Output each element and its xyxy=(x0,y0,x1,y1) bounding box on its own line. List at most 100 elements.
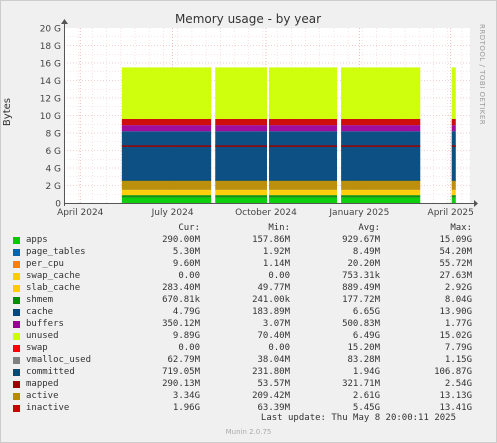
area-buffers xyxy=(121,125,212,132)
legend-row: buffers 350.12M 3.07M 500.83M 1.77G xyxy=(0,318,497,330)
legend-row: committed 719.05M 231.80M 1.94G 106.87G xyxy=(0,366,497,378)
legend-avg: 6.65G xyxy=(352,307,380,317)
legend-row: swap_cache 0.00 0.00 753.31k 27.63M xyxy=(0,270,497,282)
y-tick-label: 6 G xyxy=(45,147,61,157)
legend-series-name: slab_cache xyxy=(26,283,81,293)
area-apps xyxy=(341,197,421,203)
y-tick-label: 0 xyxy=(55,200,61,210)
area-active xyxy=(121,180,212,190)
legend-series-name: cache xyxy=(26,307,54,317)
legend-avg: 1.94G xyxy=(352,367,380,377)
area-slab_cache xyxy=(451,189,456,196)
legend-series-name: inactive xyxy=(26,403,70,413)
legend-max: 13.13G xyxy=(439,391,472,401)
legend-avg: 177.72M xyxy=(342,295,380,305)
x-tick-label: October 2024 xyxy=(235,208,297,218)
legend-avg: 83.28M xyxy=(347,355,380,365)
legend-max: 1.15G xyxy=(444,355,472,365)
x-tick-label: July 2024 xyxy=(151,208,194,218)
legend-series-name: mapped xyxy=(26,379,59,389)
y-tick-label: 18 G xyxy=(40,42,61,52)
legend-row: mapped 290.13M 53.57M 321.71M 2.54G xyxy=(0,378,497,390)
legend-avg: 889.49M xyxy=(342,283,380,293)
legend-row: inactive 1.96G 63.39M 5.45G 13.41G xyxy=(0,402,497,414)
legend-avg: 2.61G xyxy=(352,391,380,401)
legend-series-name: active xyxy=(26,391,59,401)
legend-swatch xyxy=(13,369,20,376)
legend-series-name: buffers xyxy=(26,319,64,329)
area-shmem xyxy=(341,195,421,198)
legend-row: cache 4.79G 183.89M 6.65G 13.90G xyxy=(0,306,497,318)
rrdtool-credit: RRDTOOL / TOBI OETIKER xyxy=(478,24,486,126)
legend-row: apps 290.00M 157.86M 929.67M 15.09G xyxy=(0,234,497,246)
legend-swatch xyxy=(13,297,20,304)
area-apps xyxy=(121,197,212,203)
area-apps xyxy=(269,197,338,203)
y-tick-label: 12 G xyxy=(40,95,61,105)
legend-swatch xyxy=(13,393,20,400)
area-buffers xyxy=(341,125,421,132)
y-axis-title: Bytes xyxy=(2,98,13,127)
legend-avg: 6.49G xyxy=(352,331,380,341)
area-unused xyxy=(451,67,456,119)
area-unused xyxy=(269,67,338,119)
area-inactive xyxy=(269,119,338,126)
area-cache xyxy=(451,131,456,181)
area-inactive xyxy=(121,119,212,126)
area-inactive xyxy=(451,119,456,126)
legend-cur: 0.00 xyxy=(178,343,200,353)
legend-avg: 5.45G xyxy=(352,403,380,413)
legend-max: 15.09G xyxy=(439,235,472,245)
y-tick-label: 4 G xyxy=(45,165,61,175)
y-tick-label: 14 G xyxy=(40,77,61,87)
legend-row: vmalloc_used 62.79M 38.04M 83.28M 1.15G xyxy=(0,354,497,366)
y-tick-label: 20 G xyxy=(40,25,61,35)
col-cur: Cur: xyxy=(178,223,200,233)
legend-swatch xyxy=(13,381,20,388)
legend-row: unused 9.89G 70.40M 6.49G 15.02G xyxy=(0,330,497,342)
area-inactive xyxy=(215,119,267,126)
legend-series-name: apps xyxy=(26,235,48,245)
col-min: Min: xyxy=(268,223,290,233)
legend-min: 241.00k xyxy=(252,295,290,305)
legend-series-name: committed xyxy=(26,367,75,377)
legend-cur: 9.60M xyxy=(172,259,200,269)
area-shmem xyxy=(269,195,338,198)
legend-max: 15.02G xyxy=(439,331,472,341)
area-cache xyxy=(215,131,267,181)
legend-min: 0.00 xyxy=(268,271,290,281)
legend-series-name: page_tables xyxy=(26,247,86,257)
legend-header: Cur: Min: Avg: Max: xyxy=(0,222,497,234)
legend-swatch xyxy=(13,405,20,412)
area-buffers xyxy=(451,125,456,132)
y-tick-label: 8 G xyxy=(45,130,61,140)
legend-avg: 20.20M xyxy=(347,259,380,269)
legend-cur: 670.81k xyxy=(162,295,200,305)
legend-max: 54.20M xyxy=(439,247,472,257)
area-apps xyxy=(215,197,267,203)
legend-cur: 350.12M xyxy=(162,319,200,329)
legend-swatch xyxy=(13,249,20,256)
legend-row: shmem 670.81k 241.00k 177.72M 8.04G xyxy=(0,294,497,306)
legend-max: 27.63M xyxy=(439,271,472,281)
y-axis-arrow xyxy=(61,19,68,24)
legend-min: 3.07M xyxy=(262,319,290,329)
area-active xyxy=(269,180,338,190)
legend-min: 183.89M xyxy=(252,307,290,317)
area-shmem xyxy=(121,195,212,198)
legend-row: active 3.34G 209.42M 2.61G 13.13G xyxy=(0,390,497,402)
legend-max: 2.92G xyxy=(444,283,472,293)
x-tick-label: January 2025 xyxy=(328,208,389,218)
area-slab_cache xyxy=(215,189,267,196)
area-apps xyxy=(451,197,456,203)
legend-series-name: per_cpu xyxy=(26,259,64,269)
col-max: Max: xyxy=(450,223,472,233)
legend-max: 7.79G xyxy=(444,343,472,353)
legend-max: 106.87G xyxy=(434,367,472,377)
x-tick-label: April 2024 xyxy=(57,208,104,218)
y-tick-label: 2 G xyxy=(45,182,61,192)
legend-cur: 3.34G xyxy=(172,391,200,401)
legend-cur: 290.00M xyxy=(162,235,200,245)
area-cache xyxy=(121,131,212,181)
legend-row: per_cpu 9.60M 1.14M 20.20M 55.72M xyxy=(0,258,497,270)
